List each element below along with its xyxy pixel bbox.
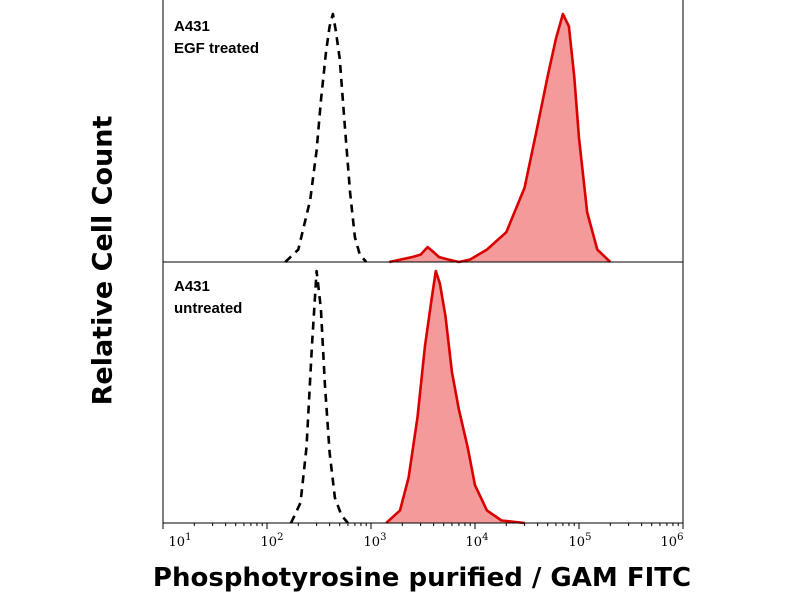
top-panel-label-line-2: EGF treated (174, 40, 260, 57)
histogram-line-control (289, 269, 349, 524)
histogram-line-stained (389, 12, 612, 264)
x-axis-label: Phosphotyrosine purified / GAM FITC (152, 563, 692, 593)
bottom-panel-label-line-1: A431 (174, 278, 210, 295)
bottom-panel-label: A431 untreated (174, 276, 242, 320)
x-tick-label: 104 (465, 532, 489, 550)
y-axis-label: Relative Cell Count (87, 115, 119, 405)
x-tick-label: 105 (568, 532, 592, 550)
bottom-panel-label-line-2: untreated (174, 300, 243, 317)
histogram-line-control (284, 12, 368, 263)
histogram-fill-stained (389, 14, 611, 262)
top-panel-label-line-1: A431 (174, 18, 210, 35)
top-panel-label: A431 EGF treated (174, 16, 259, 60)
x-tick-label: 102 (260, 532, 284, 550)
histogram-line-stained (385, 269, 525, 525)
x-tick-label: 106 (660, 532, 684, 550)
y-axis-label-wrapper: Relative Cell Count (58, 0, 148, 520)
x-tick-label: 103 (363, 532, 387, 550)
x-tick-label: 101 (168, 532, 192, 550)
